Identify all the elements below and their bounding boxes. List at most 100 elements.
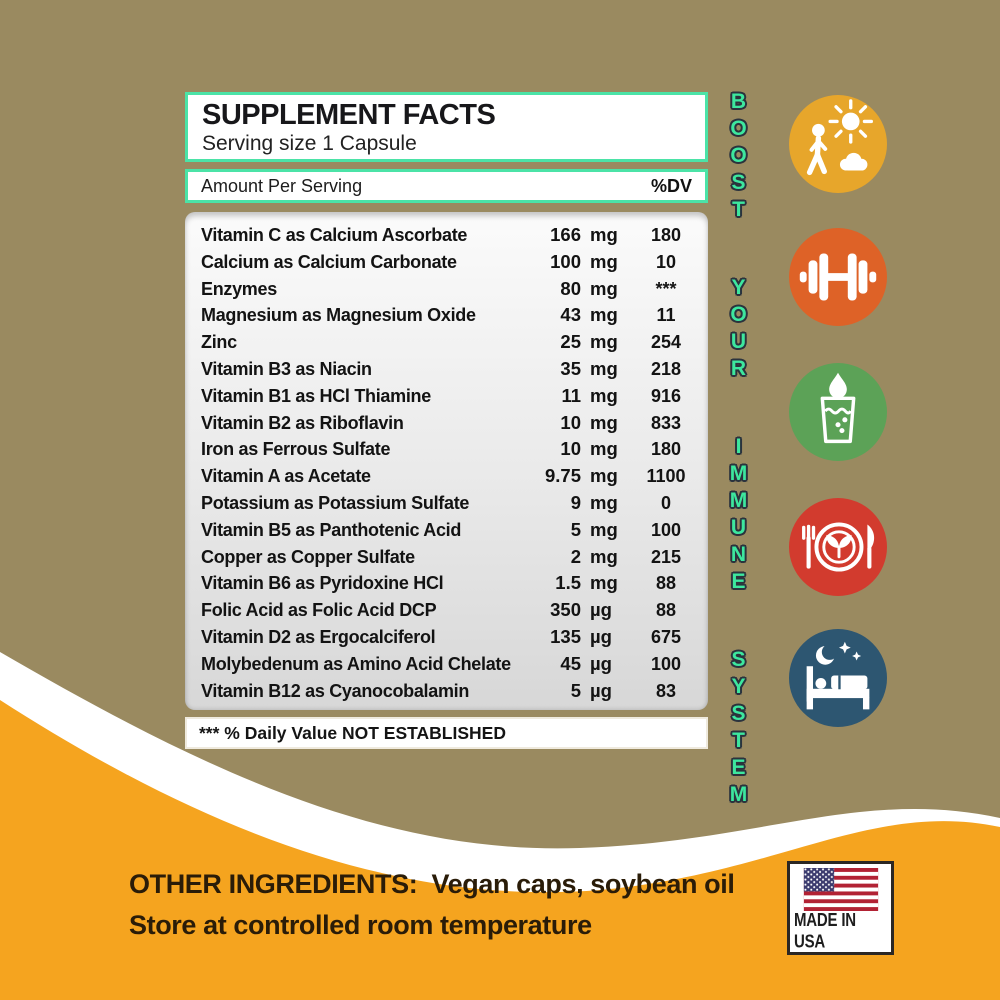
nutrient-dv: 180 xyxy=(650,439,682,460)
nutrient-unit: mg xyxy=(590,384,618,406)
table-row: Calcium as Calcium Carbonate 100 mg 10 xyxy=(201,251,700,278)
nutrient-name: Vitamin B1 as HCl Thiamine xyxy=(201,385,431,406)
table-row: Vitamin A as Acetate 9.75 mg 1100 xyxy=(201,465,700,492)
nutrient-name: Folic Acid as Folic Acid DCP xyxy=(201,600,437,621)
nutrient-dv: 100 xyxy=(650,653,682,674)
nutrient-dv: 180 xyxy=(650,225,682,245)
nutrient-unit: mg xyxy=(590,331,618,353)
made-in-usa-badge: MADE IN USA xyxy=(787,861,894,955)
other-ingredients-text: OTHER INGREDIENTS: Vegan caps, soybean o… xyxy=(129,869,735,899)
nutrient-unit: mg xyxy=(590,518,618,540)
facts-header-box: SUPPLEMENT FACTS Serving size 1 Capsule xyxy=(185,92,708,162)
nutrient-name: Vitamin B6 as Pyridoxine HCl xyxy=(201,573,444,594)
nutrient-dv: 1100 xyxy=(646,466,686,487)
table-row: Molybedenum as Amino Acid Chelate 45 µg 100 xyxy=(201,653,700,680)
nutrient-amount: 2 xyxy=(570,545,581,567)
nutrient-dv: 10 xyxy=(655,251,677,272)
nutrient-amount: 166 xyxy=(550,224,581,245)
table-row: Magnesium as Magnesium Oxide 43 mg 11 xyxy=(201,304,700,331)
nutrient-amount: 5 xyxy=(570,679,581,701)
footnote-text: *** % Daily Value NOT ESTABLISHED xyxy=(199,722,506,743)
nutrient-name: Copper as Copper Sulfate xyxy=(201,546,415,567)
nutrient-dv: 83 xyxy=(655,680,677,701)
amount-per-serving-label: Amount Per Serving xyxy=(201,175,363,196)
nutrient-name: Vitamin B3 as Niacin xyxy=(201,358,372,379)
nutrient-amount: 1.5 xyxy=(555,572,581,594)
vertical-banner-word: YOUR xyxy=(727,276,750,384)
nutrient-unit: mg xyxy=(590,250,618,272)
nutrient-unit: mg xyxy=(590,465,618,487)
storage-text: Store at controlled room temperature xyxy=(129,910,592,940)
table-row: Iron as Ferrous Sulfate 10 mg 180 xyxy=(201,438,700,465)
table-row: Vitamin B2 as Riboflavin 10 mg 833 xyxy=(201,412,700,439)
nutrient-dv: 11 xyxy=(656,305,676,326)
nutrient-unit: mg xyxy=(590,224,618,245)
wave-orange-area xyxy=(0,700,1000,1000)
table-row: Vitamin B5 as Panthotenic Acid 5 mg 100 xyxy=(201,519,700,546)
nutrient-dv: 675 xyxy=(650,626,682,647)
table-row: Copper as Copper Sulfate 2 mg 215 xyxy=(201,546,700,573)
table-row: Vitamin C as Calcium Ascorbate 166 mg 180 xyxy=(201,224,700,251)
serving-size-text: Serving size 1 Capsule xyxy=(202,131,417,155)
nutrient-table: Vitamin C as Calcium Ascorbate 166 mg 180 C… xyxy=(185,212,708,710)
table-row: Zinc 25 mg 254 xyxy=(201,331,700,358)
nutrient-unit: mg xyxy=(590,304,618,326)
nutrient-name: Molybedenum as Amino Acid Chelate xyxy=(201,653,511,674)
nutrient-amount: 135 xyxy=(550,625,581,647)
nutrient-amount: 5 xyxy=(570,518,581,540)
nutrient-name: Iron as Ferrous Sulfate xyxy=(201,439,391,460)
nutrient-dv: *** xyxy=(655,278,677,299)
table-row: Vitamin D2 as Ergocalciferol 135 µg 675 xyxy=(201,626,700,653)
nutrient-unit: mg xyxy=(590,572,618,594)
nutrient-amount: 35 xyxy=(560,357,581,379)
nutrient-name: Potassium as Potassium Sulfate xyxy=(201,492,470,513)
nutrient-amount: 43 xyxy=(560,304,581,326)
amount-per-serving-bar: Amount Per Serving %DV xyxy=(185,169,708,203)
table-row: Potassium as Potassium Sulfate 9 mg 0 xyxy=(201,492,700,519)
table-row: Enzymes 80 mg *** xyxy=(201,278,700,305)
nutrient-dv: 215 xyxy=(650,546,682,567)
nutrient-dv: 254 xyxy=(650,332,682,353)
made-in-usa-label: MADE IN USA xyxy=(794,909,856,953)
nutrient-name: Calcium as Calcium Carbonate xyxy=(201,251,457,272)
nutrient-unit: mg xyxy=(590,411,618,433)
nutrient-amount: 10 xyxy=(560,438,581,460)
nutrient-name: Vitamin B12 as Cyanocobalamin xyxy=(201,680,470,701)
nutrient-amount: 9 xyxy=(570,491,581,513)
nutrient-dv: 916 xyxy=(650,385,682,406)
nutrient-amount: 100 xyxy=(550,250,581,272)
vertical-banner-word: IMMUNE xyxy=(727,435,750,597)
nutrient-name: Zinc xyxy=(201,332,237,353)
footnote-bar: *** % Daily Value NOT ESTABLISHED xyxy=(185,717,708,749)
table-row: Vitamin B6 as Pyridoxine HCl 1.5 mg 88 xyxy=(201,572,700,599)
nutrient-name: Vitamin B5 as Panthotenic Acid xyxy=(201,519,462,540)
nutrient-unit: mg xyxy=(590,545,618,567)
nutrient-dv: 88 xyxy=(655,573,677,594)
dv-header-label: %DV xyxy=(650,175,692,196)
nutrient-name: Enzymes xyxy=(201,278,277,299)
usa-flag-icon xyxy=(803,868,878,911)
table-row: Vitamin B12 as Cyanocobalamin 5 µg 83 xyxy=(201,680,700,707)
nutrient-name: Magnesium as Magnesium Oxide xyxy=(201,305,476,326)
hydration-icon xyxy=(789,363,887,461)
nutrient-unit: mg xyxy=(590,277,618,299)
nutrient-amount: 80 xyxy=(560,277,581,299)
nutrient-unit: mg xyxy=(590,438,618,460)
nutrient-name: Vitamin C as Calcium Ascorbate xyxy=(201,225,468,245)
outdoor-activity-icon xyxy=(789,95,887,193)
sleep-icon xyxy=(789,629,887,727)
nutrient-dv: 100 xyxy=(650,519,682,540)
nutrient-amount: 10 xyxy=(560,411,581,433)
nutrient-amount: 9.75 xyxy=(544,465,581,487)
vertical-banner: BOOST YOUR IMMUNE SYSTEM xyxy=(726,90,750,810)
nutrient-dv: 833 xyxy=(650,412,682,433)
table-row: Folic Acid as Folic Acid DCP 350 µg 88 xyxy=(201,599,700,626)
nutrient-unit: µg xyxy=(590,599,612,621)
vertical-banner-word: SYSTEM xyxy=(727,648,750,810)
table-row: Vitamin B3 as Niacin 35 mg 218 xyxy=(201,358,700,385)
nutrient-name: Vitamin A as Acetate xyxy=(201,466,371,487)
nutrient-unit: µg xyxy=(590,679,612,701)
nutrient-dv: 88 xyxy=(655,600,677,621)
